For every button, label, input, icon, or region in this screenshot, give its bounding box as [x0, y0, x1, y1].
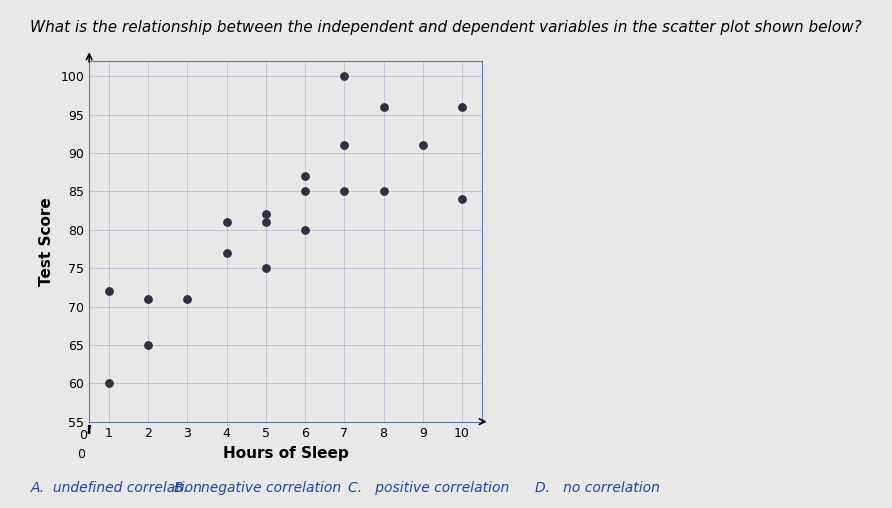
Text: D.   no correlation: D. no correlation: [535, 481, 660, 495]
Text: C.   positive correlation: C. positive correlation: [348, 481, 509, 495]
Text: A.  undefined correlation: A. undefined correlation: [31, 481, 203, 495]
Point: [141, 295, 155, 303]
Point: [298, 226, 312, 234]
Point: [337, 141, 351, 149]
Point: [455, 103, 469, 111]
Point: [298, 172, 312, 180]
X-axis label: Hours of Sleep: Hours of Sleep: [223, 447, 348, 461]
Point: [376, 103, 391, 111]
Point: [219, 249, 234, 257]
Point: [219, 218, 234, 226]
Point: [259, 264, 273, 272]
Point: [455, 195, 469, 203]
Point: [376, 187, 391, 196]
Text: 0: 0: [78, 449, 86, 461]
Point: [259, 218, 273, 226]
Point: [259, 210, 273, 218]
Point: [141, 341, 155, 349]
Point: [298, 187, 312, 196]
Text: B.   negative correlation: B. negative correlation: [174, 481, 341, 495]
Text: 0: 0: [79, 429, 87, 442]
Point: [180, 295, 194, 303]
Point: [102, 287, 116, 295]
Point: [337, 187, 351, 196]
Y-axis label: Test Score: Test Score: [38, 197, 54, 285]
Point: [102, 379, 116, 387]
Point: [337, 72, 351, 80]
Text: What is the relationship between the independent and dependent variables in the : What is the relationship between the ind…: [30, 20, 862, 36]
Point: [416, 141, 430, 149]
